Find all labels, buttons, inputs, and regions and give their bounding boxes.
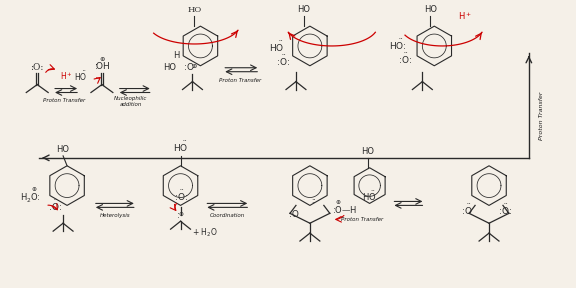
Text: :$\ddot{\mathrm{O}}$: :$\ddot{\mathrm{O}}$ bbox=[461, 203, 473, 217]
Text: :O:: :O: bbox=[31, 63, 44, 72]
Text: HO: HO bbox=[361, 147, 374, 156]
Text: HO: HO bbox=[164, 63, 176, 72]
Text: H$_2\overset{\oplus}{\mathrm{O}}$:: H$_2\overset{\oplus}{\mathrm{O}}$: bbox=[20, 187, 41, 205]
Text: Proton Transfer: Proton Transfer bbox=[340, 217, 383, 222]
Text: H$\ddot{\mathrm{O}}$: H$\ddot{\mathrm{O}}$ bbox=[173, 140, 188, 154]
Text: Proton Transfer: Proton Transfer bbox=[539, 91, 544, 139]
Text: :$\overset{\oplus}{\mathrm{O}}$—H: :$\overset{\oplus}{\mathrm{O}}$—H bbox=[332, 199, 357, 216]
Text: :O: :O bbox=[289, 210, 299, 219]
Text: H$\ddot{\mathrm{O}}$: H$\ddot{\mathrm{O}}$ bbox=[269, 40, 284, 54]
Text: H: H bbox=[173, 51, 180, 60]
Text: Nucleophilic
addition: Nucleophilic addition bbox=[114, 96, 147, 107]
Text: Proton Transfer: Proton Transfer bbox=[43, 98, 85, 103]
Text: :$\ddot{\mathrm{O}}$:: :$\ddot{\mathrm{O}}$: bbox=[173, 190, 188, 203]
Text: H$\ddot{\mathrm{O}}$: H$\ddot{\mathrm{O}}$ bbox=[74, 69, 87, 83]
Text: :$\!\overset{\oplus}{\mathrm{OH}}$: :$\!\overset{\oplus}{\mathrm{OH}}$ bbox=[94, 55, 110, 72]
Text: Proton Transfer: Proton Transfer bbox=[219, 77, 262, 83]
Text: HO: HO bbox=[297, 5, 310, 14]
Text: + H$_2$O: + H$_2$O bbox=[192, 226, 218, 239]
Text: HO: HO bbox=[56, 145, 70, 154]
Text: :O$\!\overset{\oplus}{}$: :O$\!\overset{\oplus}{}$ bbox=[183, 61, 198, 72]
Text: H$^+$: H$^+$ bbox=[458, 10, 472, 22]
Text: :$\ddot{\mathrm{O}}$:: :$\ddot{\mathrm{O}}$: bbox=[498, 203, 512, 217]
Text: :$\overset{\oplus}{}$: :$\overset{\oplus}{}$ bbox=[176, 211, 185, 221]
Text: ::: :: bbox=[312, 198, 316, 204]
Text: H$^+$: H$^+$ bbox=[60, 70, 73, 82]
Text: H$\ddot{\mathrm{O}}$:: H$\ddot{\mathrm{O}}$: bbox=[389, 38, 407, 52]
Text: :$\ddot{\mathrm{O}}$:: :$\ddot{\mathrm{O}}$: bbox=[48, 199, 62, 213]
Text: HO: HO bbox=[187, 6, 202, 14]
Text: H$\ddot{\mathrm{O}}$: H$\ddot{\mathrm{O}}$ bbox=[362, 190, 377, 203]
Text: :$\ddot{\mathrm{O}}$:: :$\ddot{\mathrm{O}}$: bbox=[276, 54, 290, 68]
Text: Coordination: Coordination bbox=[210, 213, 245, 218]
Text: :$\ddot{\mathrm{O}}$:: :$\ddot{\mathrm{O}}$: bbox=[399, 52, 412, 66]
Text: Heterolysis: Heterolysis bbox=[100, 213, 130, 218]
Text: HO: HO bbox=[424, 5, 437, 14]
